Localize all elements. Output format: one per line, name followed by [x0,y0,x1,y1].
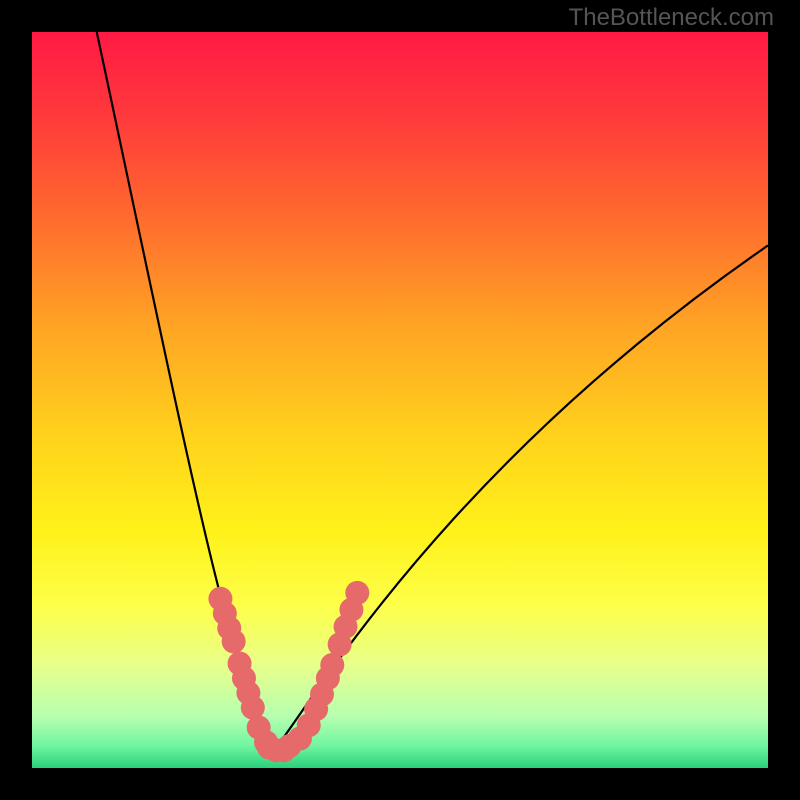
curve-marker [345,581,369,605]
watermark-text: TheBottleneck.com [569,4,774,32]
bottleneck-chart [32,32,768,768]
curve-marker [222,629,246,653]
chart-frame: TheBottleneck.com [0,0,800,800]
curve-marker [320,653,344,677]
plot-background [32,32,768,768]
